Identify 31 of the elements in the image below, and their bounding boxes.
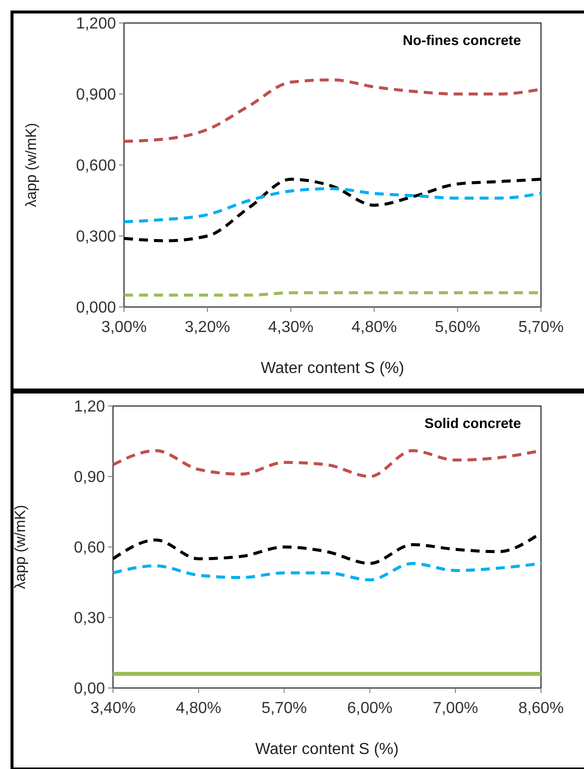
x-tick-label: 4,80% (352, 319, 397, 336)
y-axis-title: λapp (w/mK) (23, 122, 40, 208)
text: Solid concrete (424, 415, 522, 431)
x-tick-label: 3,20% (184, 319, 230, 336)
line-series (122, 178, 542, 242)
text: No-fines concrete (402, 32, 522, 48)
y-tick-label: 0,30 (74, 610, 106, 628)
x-tick-label: 5,60% (434, 319, 480, 336)
x-tick-label: 7,00% (432, 700, 478, 717)
line-series (122, 187, 542, 224)
y-tick-label: 0,600 (76, 158, 116, 175)
x-tick-label: 4,30% (268, 319, 314, 336)
x-axis-title: Water content S (%) (260, 360, 404, 377)
y-tick-label: 1,200 (76, 16, 116, 33)
y-tick-label: 0,900 (76, 86, 116, 104)
y-tick-label: 0,300 (76, 228, 116, 246)
y-tick-label: 0,00 (74, 680, 106, 698)
y-tick-label: 0,000 (76, 300, 116, 317)
y-axis-title: λapp (w/mK) (12, 504, 29, 590)
x-tick-label: 5,70% (262, 700, 307, 717)
y-tick-label: 0,60 (74, 540, 106, 557)
x-tick-label: 4,80% (176, 700, 222, 717)
y-tick-label: 1,20 (74, 398, 106, 416)
x-axis-title: Water content S (%) (255, 741, 399, 758)
x-tick-label: 5,70% (518, 319, 564, 336)
x-tick-label: 8,60% (518, 700, 564, 717)
y-tick-label: 0,90 (74, 469, 106, 486)
line-series (112, 562, 542, 582)
x-tick-label: 3,40% (90, 700, 136, 717)
x-tick-label: 6,00% (347, 700, 392, 717)
x-tick-label: 3,00% (101, 319, 147, 336)
